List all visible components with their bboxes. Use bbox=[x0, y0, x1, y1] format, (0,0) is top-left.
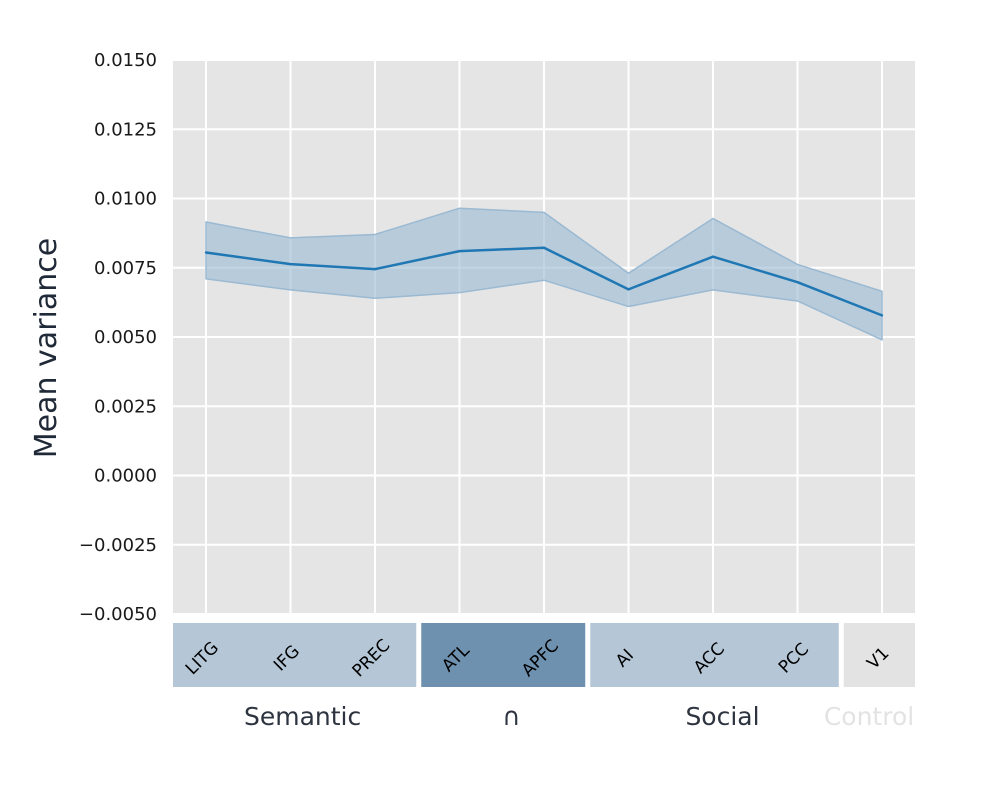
region-group-block bbox=[590, 623, 839, 687]
y-tick-label: −0.0025 bbox=[79, 535, 157, 556]
data-point bbox=[880, 314, 884, 317]
y-tick-label: 0.0100 bbox=[94, 189, 157, 210]
group-label: Semantic bbox=[244, 702, 361, 731]
y-tick-label: 0.0125 bbox=[94, 119, 157, 140]
y-axis-ticks: 0.0150 0.0125 0.0100 0.0075 0.0050 0.0025 0.00… bbox=[79, 50, 157, 625]
y-tick-label: −0.0050 bbox=[79, 604, 157, 625]
y-tick-label: 0.0150 bbox=[94, 50, 157, 71]
data-point bbox=[542, 246, 546, 250]
data-point bbox=[796, 280, 799, 284]
confidence-band bbox=[205, 207, 883, 341]
group-label: Control bbox=[824, 702, 914, 731]
series-line bbox=[204, 246, 884, 317]
data-point bbox=[627, 288, 630, 291]
y-tick-label: 0.0025 bbox=[94, 396, 157, 417]
region-group-block bbox=[421, 623, 586, 687]
y-tick-label: 0.0075 bbox=[94, 258, 157, 279]
group-label: Social bbox=[685, 702, 759, 731]
data-point bbox=[289, 262, 292, 266]
data-point bbox=[458, 249, 461, 253]
gridlines bbox=[173, 59, 915, 615]
region-group-block bbox=[843, 623, 915, 687]
data-point bbox=[373, 267, 377, 271]
data-point bbox=[711, 255, 715, 258]
y-tick-label: 0.0000 bbox=[94, 466, 157, 487]
confidence-band-area bbox=[205, 207, 883, 341]
y-tick-label: 0.0050 bbox=[94, 327, 157, 348]
region-group-block bbox=[173, 623, 417, 687]
group-label: ∩ bbox=[502, 702, 520, 731]
y-axis-label: Mean variance bbox=[29, 238, 64, 458]
data-point bbox=[204, 251, 208, 254]
